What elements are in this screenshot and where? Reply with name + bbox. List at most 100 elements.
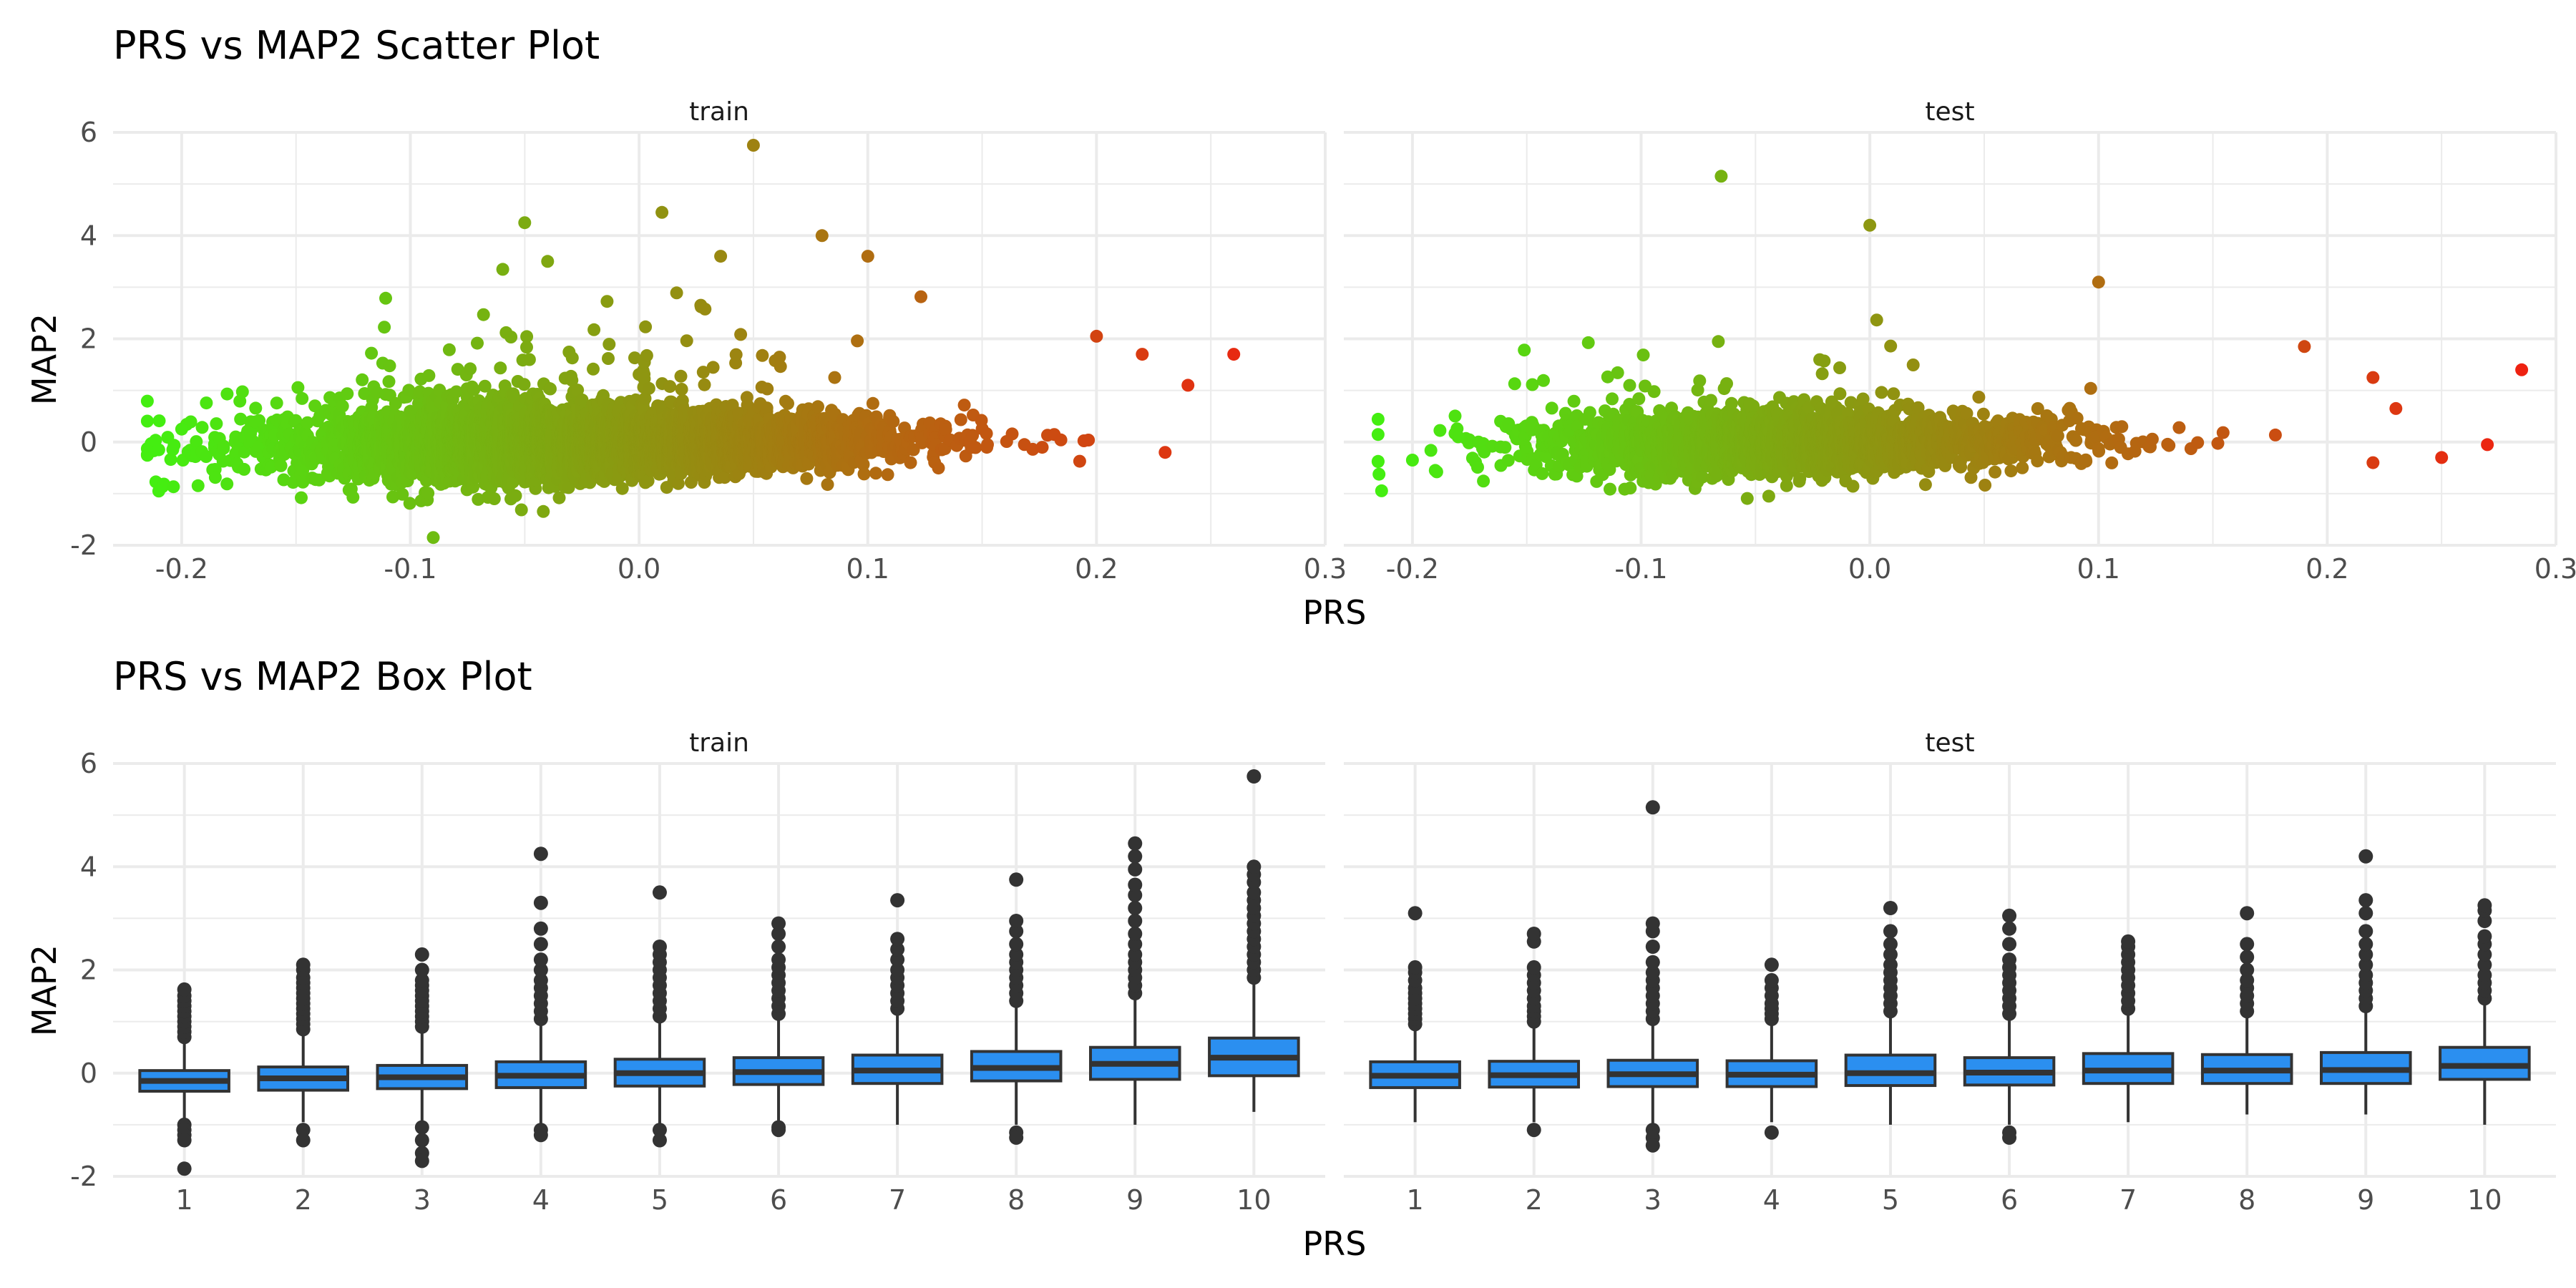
scatter-train-point [442,343,456,356]
scatter-train-point [520,341,533,354]
scatter-train-point [190,435,203,449]
scatter-train-point [639,320,653,333]
scatter-train-point [674,369,688,383]
scatter-strip-train: train [689,97,749,127]
scatter-train-point [200,450,213,463]
scatter-train-point [487,492,501,505]
scatter-train-point [291,381,305,394]
scatter-train-point [140,414,154,428]
scatter-train-point [249,401,263,415]
scatter-train-x-tick-label: -0.1 [384,553,436,585]
scatter-train-point [675,383,688,396]
scatter-train-point [383,359,396,373]
scatter-train-point [217,441,230,455]
scatter-train-point [341,387,354,401]
scatter-train-point [472,492,485,506]
scatter-train-point [296,391,309,405]
scatter-train-y-tick-label: 4 [80,220,97,251]
scatter-train-point [421,487,435,500]
scatter-train-point [208,471,222,484]
scatter-train-point [238,445,251,459]
scatter-train-point [296,464,310,477]
scatter-train-x-tick-label: 0.0 [618,553,660,585]
scatter-train-point [670,286,683,300]
scatter-train-point [164,453,177,467]
scatter-train-point [253,414,266,427]
scatter-train-x-tick-label: -0.2 [155,553,208,585]
scatter-train-point [680,334,693,348]
scatter-train-point [504,331,518,343]
scatter-train-y-tick-label: 0 [80,426,97,458]
scatter-train-point [587,323,601,336]
scatter-train-point [602,338,616,351]
scatter-train-point [544,382,557,396]
scatter-train-x-tick-label: 0.2 [1075,553,1118,585]
scatter-train-point [602,352,615,365]
scatter-train-point [706,361,720,374]
scatter-train-point [336,399,349,413]
scatter-train-point [642,381,655,395]
scatter-train-point [210,417,223,431]
scatter-train-point [514,503,528,517]
scatter-train-point [565,351,579,365]
scatter-train-point [167,439,181,452]
scatter-train-point [382,375,396,389]
scatter-train-point [471,336,484,350]
scatter-train-point [520,330,534,343]
scatter-train-point [663,380,677,394]
scatter-train-point [220,387,234,401]
scatter-train-y-tick-label: 6 [80,117,97,148]
scatter-train-point [152,414,166,428]
scatter-train-point [195,421,209,434]
scatter-train-point [477,308,490,321]
scatter-train-point [496,263,509,276]
scatter-train-point [517,378,531,391]
scatter-title: PRS vs MAP2 Scatter Plot [113,23,600,68]
scatter-train-x-tick-label: 0.3 [1304,553,1347,585]
scatter-train-point [396,487,409,501]
scatter-train-point [274,459,288,472]
scatter-train-point [467,383,481,396]
scatter-train-point [600,295,614,308]
scatter-train-point [494,361,507,375]
scatter-train-point [264,460,278,474]
scatter-train-point [270,396,283,410]
scatter-train-point [714,250,728,263]
scatter-train-point [200,396,213,410]
scatter-train-point [379,291,392,305]
scatter-train-point [140,394,154,408]
scatter-train-point [235,385,249,399]
scatter-train-point [238,462,251,476]
scatter-train-point [301,416,314,429]
scatter-train-point [478,379,492,393]
scatter-train-point [640,348,653,362]
scatter-train-point [509,489,522,502]
scatter-train-point [506,475,519,489]
scatter-train-point [522,353,536,366]
scatter-train-point [422,369,436,382]
scatter-train-point [464,362,477,376]
scatter-strip-test: test [1925,97,1974,127]
scatter-train-point [402,384,416,397]
scatter-train-point [295,491,308,504]
scatter-train-point [167,480,180,494]
scatter-train-point [698,302,712,316]
scatter-train-point [378,321,391,334]
scatter-train-y-tick-label: -2 [70,530,97,561]
scatter-train-point [220,477,234,491]
scatter-train-point [449,385,463,399]
scatter-panel-train: -0.2 -0.1 0.0 0.1 0.2 0.3 -2 0 2 4 6 [70,117,1347,585]
scatter-train-point [537,504,550,518]
scatter-train-y-tick-label: 2 [80,323,97,355]
scatter-train-point [403,497,416,510]
scatter-train-point [365,346,379,360]
scatter-train-point [346,490,360,504]
scatter-train-point [356,373,369,386]
scatter-train-point [234,412,248,426]
scatter-train-x-tick-label: 0.1 [847,553,889,585]
scatter-train-point [184,415,197,429]
scatter-train-point [191,479,205,492]
scatter-train-point [308,399,322,413]
